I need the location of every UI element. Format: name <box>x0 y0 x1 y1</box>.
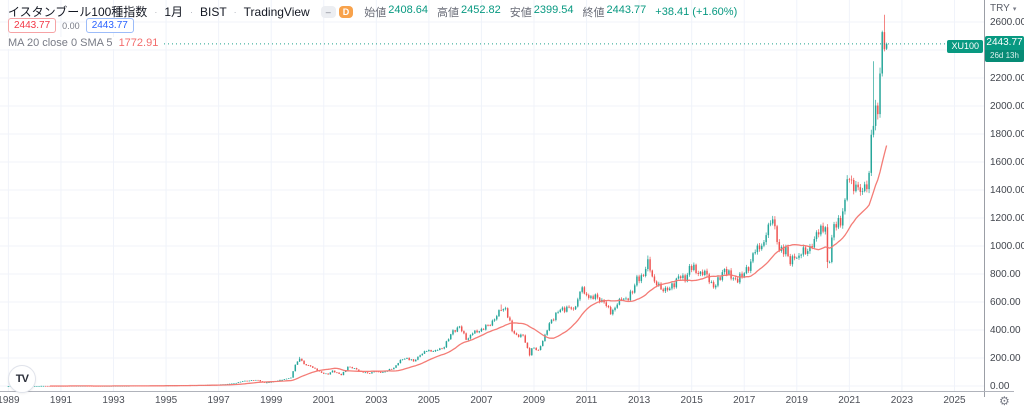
ohlc-low-value: 2399.54 <box>533 3 574 16</box>
ohlc-high-value: 2452.82 <box>461 3 501 16</box>
ohlc-readout: 始値 2408.64 高値 2452.82 安値 2399.54 終値 2443.77 … <box>364 4 737 20</box>
chevron-down-icon: ▾ <box>1012 5 1017 13</box>
symbol-title[interactable]: イスタンブール100種指数 <box>8 5 148 19</box>
year-tick-label: 2011 <box>575 395 598 406</box>
time-axis[interactable]: 1989 1991 1993 1995 1997 1999 2001 2003 2005 2007… <box>0 392 1024 413</box>
interval-label[interactable]: 1月 <box>164 5 183 19</box>
year-tick-label: 2007 <box>470 395 493 406</box>
price-tick-label: 400.00 <box>990 325 1021 336</box>
price-tick-label: 1200.00 <box>990 213 1024 224</box>
ohlc-close-label: 終値 <box>582 6 605 19</box>
year-tick-label: 1989 <box>0 395 20 406</box>
year-tick-label: 2019 <box>785 395 808 406</box>
spread-value: 0.00 <box>62 20 80 31</box>
last-price-value: 2443.77 <box>986 36 1023 48</box>
year-tick-label: 2003 <box>365 395 388 406</box>
price-boxes-row: 2443.77 0.00 2443.77 <box>8 18 134 33</box>
symbol-price-chip: XU100 <box>947 39 983 53</box>
price-tick-label: 2000.00 <box>990 101 1024 112</box>
time-axis-border <box>0 391 1014 392</box>
year-tick-label: 2017 <box>733 395 756 406</box>
exchange-label: BIST <box>200 4 227 19</box>
currency-label: TRY <box>990 3 1010 14</box>
ohlc-open-value: 2408.64 <box>388 3 428 16</box>
year-tick-label: 2009 <box>522 395 546 406</box>
year-tick-label: 1993 <box>102 395 125 406</box>
price-tick-label: 1000.00 <box>990 241 1024 252</box>
tradingview-logo[interactable]: TV <box>8 365 36 393</box>
indicator-name: MA 20 close 0 SMA 5 <box>8 37 113 49</box>
gear-icon[interactable]: ⚙ <box>999 394 1010 408</box>
title-separator: · <box>154 6 158 17</box>
year-tick-label: 2015 <box>680 395 703 406</box>
year-tick-label: 2021 <box>838 395 861 406</box>
year-tick-label: 2013 <box>627 395 651 406</box>
vendor-label[interactable]: TradingView <box>243 4 310 19</box>
price-tick-label: 200.00 <box>990 353 1021 364</box>
ohlc-high-label: 高値 <box>437 6 459 19</box>
currency-selector[interactable]: TRY ▾ <box>990 3 1016 14</box>
buy-price-box[interactable]: 2443.77 <box>85 18 134 33</box>
price-tick-label: 2200.00 <box>990 73 1024 84</box>
chart-legend: イスタンブール100種指数 · 1月 · BIST · TradingView … <box>8 3 737 20</box>
collapse-badge-icon[interactable]: – <box>320 5 336 18</box>
year-tick-label: 1991 <box>49 395 73 406</box>
bar-countdown: 26d 13h <box>985 49 1024 62</box>
ohlc-close-value: 2443.77 <box>606 3 647 16</box>
price-tick-label: 2600.00 <box>990 17 1024 28</box>
year-tick-label: 2023 <box>890 395 914 406</box>
indicator-legend[interactable]: MA 20 close 0 SMA 5 1772.91 <box>8 37 163 49</box>
price-axis-border <box>984 0 985 397</box>
ohlc-low-label: 安値 <box>509 6 532 19</box>
title-separator: · <box>233 6 237 17</box>
year-tick-label: 1999 <box>260 395 283 406</box>
data-mode-badges: – D <box>320 5 354 18</box>
title-separator: · <box>190 6 193 17</box>
price-tick-label: 1800.00 <box>990 129 1024 140</box>
year-tick-label: 1995 <box>154 395 178 406</box>
year-tick-label: 2025 <box>943 395 966 406</box>
price-tick-label: 0.00 <box>990 381 1010 392</box>
year-tick-label: 2005 <box>417 395 440 406</box>
year-tick-label: 1997 <box>207 395 230 406</box>
price-tick-label: 1400.00 <box>990 185 1024 196</box>
indicator-value: 1772.91 <box>118 37 159 49</box>
sell-price-box[interactable]: 2443.77 <box>8 18 57 33</box>
price-tick-label: 600.00 <box>990 297 1021 308</box>
price-axis[interactable]: TRY ▾ 2600.002400.002200.002000.001800.0… <box>985 0 1024 392</box>
change-readout: +38.41 (+1.60%) <box>655 5 738 18</box>
last-price-badge: 2443.77 26d 13h <box>985 35 1024 62</box>
price-tick-label: 800.00 <box>990 269 1021 280</box>
price-chart-pane[interactable] <box>0 0 985 391</box>
price-tick-label: 1600.00 <box>990 157 1024 168</box>
delayed-data-badge[interactable]: D <box>338 5 354 18</box>
year-tick-label: 2001 <box>312 395 335 406</box>
ohlc-open-label: 始値 <box>364 6 387 19</box>
